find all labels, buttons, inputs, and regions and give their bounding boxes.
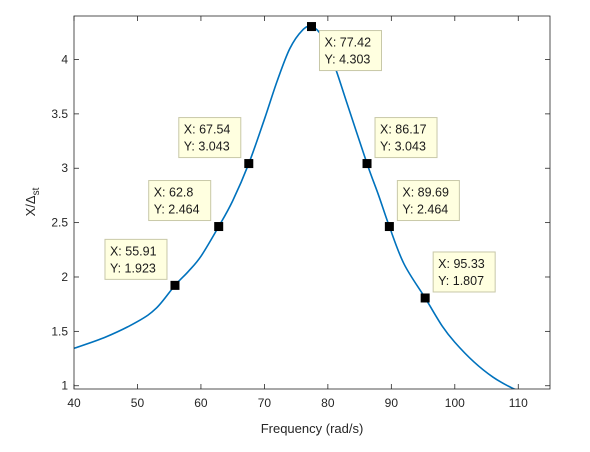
data-tip: X: 62.8 Y: 2.464 [148, 180, 212, 222]
data-tip-x-label: X: 55.91 [110, 244, 157, 258]
data-tip: X: 89.69 Y: 2.464 [396, 180, 460, 222]
data-tip: X: 95.33 Y: 1.807 [432, 251, 496, 293]
x-tick-label: 70 [258, 396, 272, 410]
data-tip-y-label: Y: 1.923 [110, 261, 156, 275]
data-tip-x-label: X: 89.69 [402, 186, 449, 200]
x-tick-label: 40 [67, 396, 81, 410]
x-axis-title: Frequency (rad/s) [261, 421, 364, 436]
data-tip-box [318, 30, 382, 72]
data-tips: X: 55.91 Y: 1.923 X: 62.8 Y: 2.464 X: 67.54 Y… [104, 30, 496, 293]
tick-labels: 40 50 60 70 80 90 100 110 1 1.5 2 2.5 3 3.5 4 [51, 52, 528, 410]
y-tick-label: 1.5 [51, 324, 68, 338]
data-marker[interactable] [362, 159, 372, 169]
data-tip-y-label: Y: 1.807 [438, 274, 484, 288]
data-tip-box [104, 238, 168, 280]
data-tip-y-label: Y: 3.043 [184, 140, 230, 154]
x-tick-label: 80 [321, 396, 335, 410]
x-tick-label: 110 [509, 396, 528, 410]
x-tick-label: 90 [385, 396, 399, 410]
y-axis-title-subscript: st [31, 187, 42, 195]
y-axis-title-main: X/Δ [23, 195, 38, 216]
y-axis-title: X/Δst [23, 187, 42, 216]
data-tip-box [178, 117, 242, 159]
data-tip-y-label: Y: 3.043 [380, 140, 426, 154]
y-tick-label: 2 [61, 270, 68, 284]
data-marker[interactable] [306, 22, 316, 32]
data-tip-x-label: X: 77.42 [324, 36, 371, 50]
y-tick-label: 4 [61, 52, 68, 66]
y-tick-label: 1 [61, 379, 68, 393]
x-tick-label: 50 [131, 396, 145, 410]
data-tip-x-label: X: 86.17 [380, 123, 427, 137]
data-tip-box [374, 117, 438, 159]
data-tip-x-label: X: 62.8 [154, 186, 194, 200]
data-marker[interactable] [244, 159, 254, 169]
data-tip: X: 86.17 Y: 3.043 [374, 117, 438, 159]
data-tip-y-label: Y: 2.464 [154, 203, 200, 217]
axis-ticks [73, 16, 550, 389]
data-marker[interactable] [214, 222, 224, 232]
data-markers [170, 22, 430, 303]
data-tip-box [432, 251, 496, 293]
axes-box [73, 15, 551, 390]
data-tip-y-label: Y: 2.464 [402, 203, 448, 217]
x-tick-label: 100 [445, 396, 465, 410]
data-tip-x-label: X: 67.54 [184, 123, 231, 137]
data-tip-y-label: Y: 4.303 [324, 53, 370, 67]
data-tip-x-label: X: 95.33 [438, 257, 485, 271]
data-tip: X: 77.42 Y: 4.303 [318, 30, 382, 72]
data-tip-box [148, 180, 212, 222]
data-tip: X: 55.91 Y: 1.923 [104, 238, 168, 280]
y-tick-label: 3.5 [51, 107, 68, 121]
data-tip: X: 67.54 Y: 3.043 [178, 117, 242, 159]
plot-area [74, 16, 550, 389]
y-tick-label: 2.5 [51, 216, 68, 230]
data-tip-box [396, 180, 460, 222]
y-tick-label: 3 [61, 161, 68, 175]
data-marker[interactable] [420, 293, 430, 303]
data-marker[interactable] [170, 280, 180, 290]
x-tick-label: 60 [194, 396, 208, 410]
data-marker[interactable] [384, 222, 394, 232]
